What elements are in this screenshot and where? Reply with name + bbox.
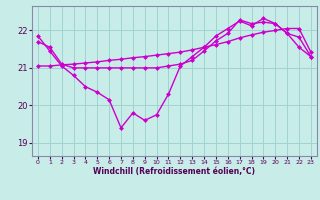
X-axis label: Windchill (Refroidissement éolien,°C): Windchill (Refroidissement éolien,°C) bbox=[93, 167, 255, 176]
